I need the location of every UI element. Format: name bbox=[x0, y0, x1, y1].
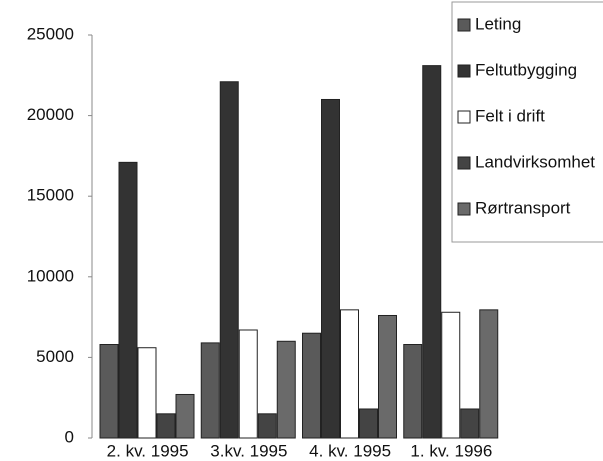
y-tick-label: 25000 bbox=[27, 24, 74, 43]
bar bbox=[359, 408, 378, 439]
bar bbox=[156, 413, 176, 439]
legend-swatch bbox=[457, 64, 471, 78]
bar bbox=[321, 98, 340, 439]
y-tick-label: 15000 bbox=[27, 186, 74, 205]
y-tick-label: 5000 bbox=[36, 347, 74, 366]
legend-label: Landvirksomhet bbox=[475, 152, 595, 171]
bar bbox=[479, 309, 499, 439]
bar bbox=[99, 344, 119, 439]
bar bbox=[422, 65, 442, 439]
legend-label: Rørtransport bbox=[475, 198, 571, 217]
bar bbox=[460, 408, 480, 439]
x-tick-label: 4. kv. 1995 bbox=[309, 441, 391, 460]
x-tick-label: 3.kv. 1995 bbox=[210, 441, 287, 460]
bar bbox=[441, 311, 461, 439]
bar bbox=[378, 314, 397, 439]
bar bbox=[257, 413, 277, 439]
legend-swatch bbox=[457, 18, 471, 32]
legend-swatch bbox=[457, 156, 471, 170]
y-tick-label: 10000 bbox=[27, 266, 74, 285]
legend-swatch bbox=[457, 110, 471, 124]
bar bbox=[137, 347, 157, 439]
bar bbox=[302, 332, 321, 439]
bar bbox=[118, 161, 138, 439]
y-tick-label: 20000 bbox=[27, 105, 74, 124]
bar bbox=[276, 340, 296, 439]
legend-label: Feltutbygging bbox=[475, 60, 577, 79]
legend-label: Leting bbox=[475, 14, 521, 33]
bar bbox=[200, 342, 220, 439]
bar bbox=[238, 329, 258, 439]
bar bbox=[175, 393, 195, 439]
x-tick-label: 2. kv. 1995 bbox=[107, 441, 189, 460]
legend-label: Felt i drift bbox=[475, 106, 545, 125]
bar bbox=[340, 309, 359, 439]
legend-box bbox=[451, 1, 603, 243]
bar bbox=[219, 81, 239, 439]
x-tick-label: 1. kv. 1996 bbox=[410, 441, 492, 460]
legend-swatch bbox=[457, 202, 471, 216]
bar bbox=[403, 344, 423, 439]
y-tick-label: 0 bbox=[65, 427, 74, 446]
